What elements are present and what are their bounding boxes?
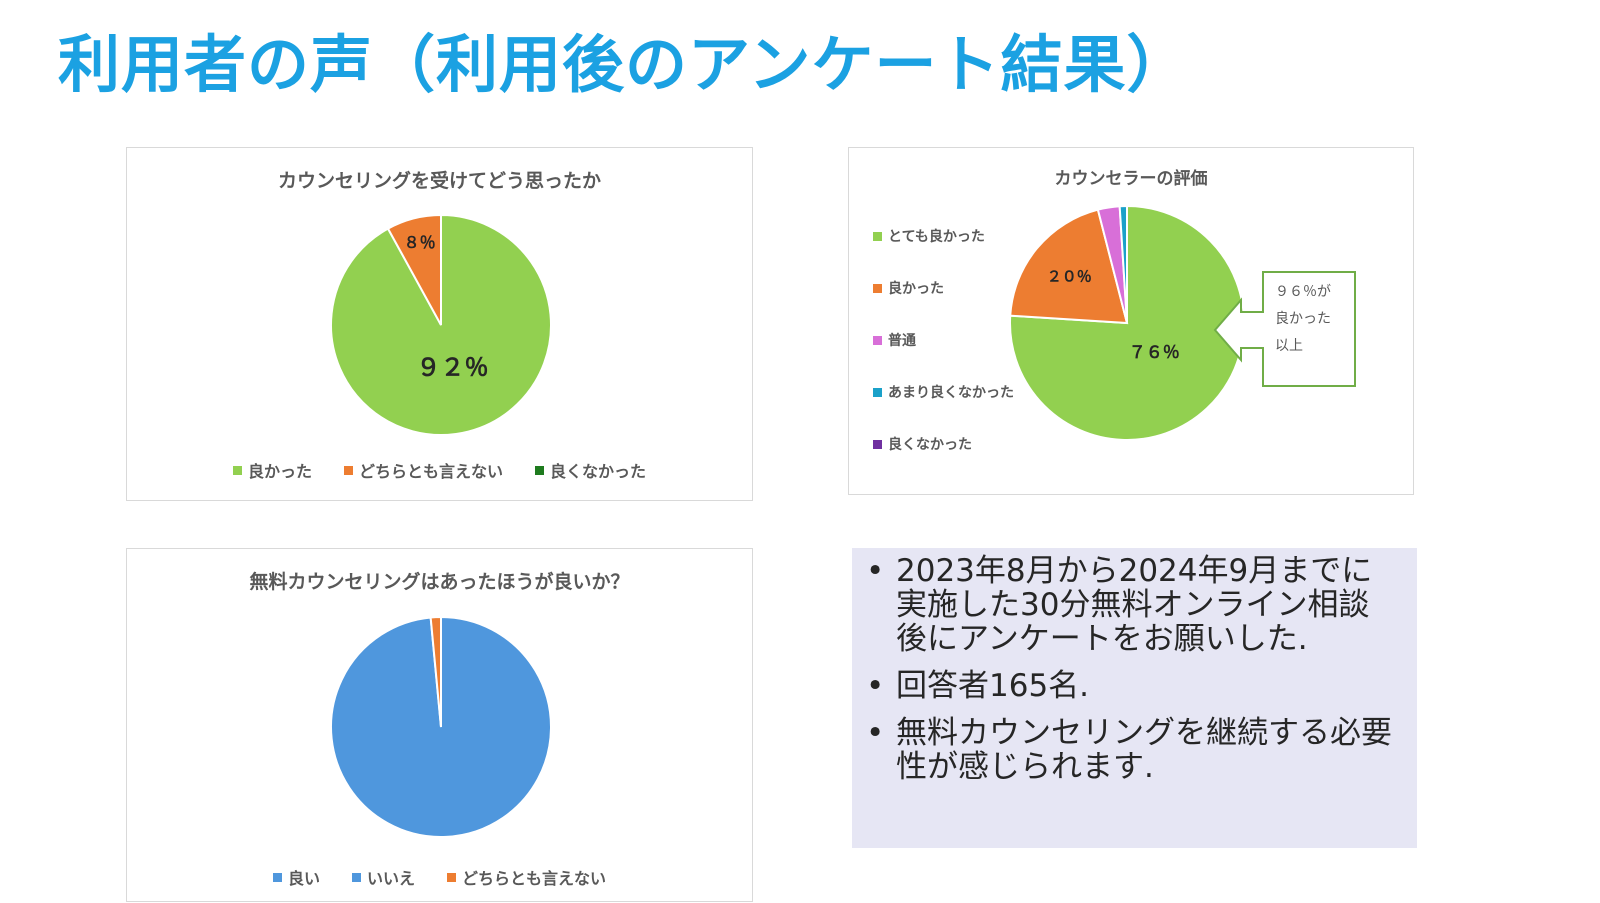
legend-item: 良かった (873, 262, 1014, 314)
summary-notes: • 2023年8月から2024年9月までに実施した30分無料オンライン相談後にアン… (852, 548, 1417, 848)
legend-item: どちらとも言えない (343, 458, 503, 482)
note-item: • 2023年8月から2024年9月までに実施した30分無料オンライン相談後にアン… (866, 553, 1397, 657)
legend-label: とても良かった (888, 229, 985, 245)
chart-title: カウンセリングを受けてどう思ったか (277, 170, 601, 192)
note-item: • 無料カウンセリングを継続する必要性が感じられます. (866, 715, 1397, 785)
legend-item: 良くなかった (535, 458, 646, 482)
legend: 良い いいえ どちらとも言えない (127, 865, 752, 889)
data-label: ９２％ (416, 354, 488, 382)
legend-label: 良かった (247, 462, 312, 481)
legend-swatch (351, 872, 361, 882)
note-text: 回答者165名. (896, 668, 1090, 704)
legend-label: あまり良くなかった (888, 385, 1014, 401)
pie-slice (1009, 208, 1129, 325)
pie-slice (386, 213, 442, 326)
data-label: ８％ (404, 233, 436, 252)
chart-panel-counselor-rating: カウンセラーの評価 ７６％ ２０％ ９６％が 良かった 以上 とても良かった 良かった 普通… (848, 147, 1414, 495)
legend-item: 良くなかった (873, 418, 1014, 470)
legend: とても良かった 良かった普通あまり良くなかった 良くなかった (873, 210, 1014, 470)
bullet: • (866, 553, 885, 589)
chart-panel-counseling-impression: カウンセリングを受けてどう思ったか ９２％ ８％ 良かった どちらとも言えない 良くな… (126, 147, 753, 501)
pie-chart (330, 615, 552, 838)
legend-swatch (873, 387, 882, 397)
legend-item: 良い (272, 865, 320, 889)
pie-chart: ９２％ ８％ (330, 213, 552, 436)
bullet: • (866, 715, 885, 751)
callout-text: ９６％が (1275, 284, 1331, 300)
data-label: ７６％ (1129, 343, 1180, 363)
legend-label: 良くなかった (888, 437, 972, 453)
legend-label: 良くなかった (550, 462, 647, 481)
note-item: • 回答者165名. (866, 668, 1397, 704)
legend-swatch (873, 231, 882, 241)
legend-item: どちらとも言えない (447, 865, 606, 889)
pie-slice (429, 615, 442, 728)
legend-item: 普通 (873, 314, 1014, 366)
legend-swatch (535, 465, 544, 475)
pie-slice (1009, 204, 1245, 441)
legend-label: いいえ (366, 869, 415, 888)
chart-title: 無料カウンセリングはあったほうが良いか？ (249, 571, 630, 593)
legend-label: 普通 (888, 333, 916, 349)
chart-title: カウンセラーの評価 (1054, 169, 1208, 189)
legend-label: どちらとも言えない (462, 869, 607, 888)
legend-swatch (232, 465, 242, 475)
data-label: ２０％ (1047, 267, 1092, 285)
legend-swatch (343, 465, 353, 475)
legend-item: 良かった (232, 458, 312, 482)
legend-swatch (873, 335, 882, 345)
legend-swatch (873, 439, 882, 449)
callout-text: 以上 (1275, 338, 1303, 354)
legend-label: どちらとも言えない (358, 462, 503, 481)
legend-item: いいえ (351, 865, 415, 889)
legend-item: あまり良くなかった (873, 366, 1014, 418)
legend-swatch (447, 872, 456, 882)
legend-swatch (873, 283, 882, 293)
legend-item: とても良かった (873, 210, 1014, 262)
chart-panel-free-counseling-need: 無料カウンセリングはあったほうが良いか？ 良い いいえ どちらとも言えない (126, 548, 753, 902)
note-text: 無料カウンセリングを継続する必要性が感じられます. (896, 715, 1392, 785)
legend-label: 良い (287, 869, 320, 888)
legend-swatch (272, 872, 282, 882)
legend: 良かった どちらとも言えない 良くなかった (127, 458, 752, 482)
page-title: 利用者の声（利用後のアンケート結果） (58, 28, 1190, 101)
note-text: 2023年8月から2024年9月までに実施した30分無料オンライン相談後にアンケ… (896, 553, 1373, 657)
callout-text: 良かった (1275, 311, 1331, 327)
legend-label: 良かった (888, 281, 944, 297)
bullet: • (866, 668, 885, 704)
pie-slice (1118, 204, 1128, 324)
